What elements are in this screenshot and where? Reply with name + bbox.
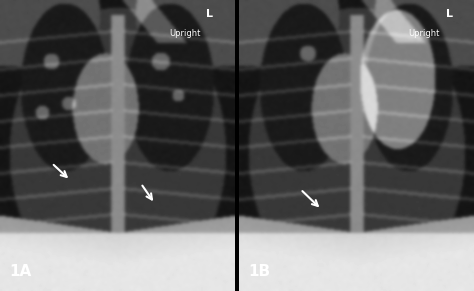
Text: Upright: Upright <box>169 29 201 38</box>
Text: 1A: 1A <box>9 264 32 279</box>
Text: Upright: Upright <box>408 29 440 38</box>
Text: L: L <box>207 9 213 19</box>
Text: 1B: 1B <box>249 264 271 279</box>
Text: L: L <box>446 9 453 19</box>
